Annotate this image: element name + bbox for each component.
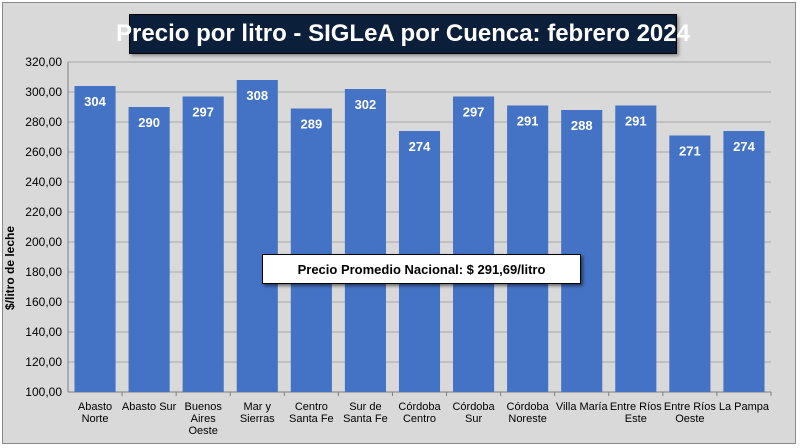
- bar: [128, 107, 170, 392]
- x-tick-label: Córdoba: [507, 401, 550, 413]
- bar: [182, 96, 224, 392]
- x-tick-label: Buenos: [185, 401, 223, 413]
- y-tick-label: 260,00: [25, 145, 62, 159]
- x-tick-label: Abasto Sur: [122, 401, 177, 413]
- data-label: 297: [463, 105, 485, 120]
- y-tick-label: 100,00: [25, 385, 62, 399]
- data-label: 289: [300, 117, 322, 132]
- x-tick-label: Villa María: [556, 401, 609, 413]
- bar: [615, 105, 657, 392]
- y-tick-label: 200,00: [25, 235, 62, 249]
- x-tick-label: Sierras: [240, 413, 275, 425]
- data-label: 297: [192, 105, 214, 120]
- x-tick-label: Norte: [82, 413, 109, 425]
- x-tick-label: Córdoba: [452, 401, 495, 413]
- data-label: 308: [246, 88, 268, 103]
- y-tick-label: 160,00: [25, 295, 62, 309]
- x-tick-label: Sur: [465, 413, 482, 425]
- data-label: 288: [571, 118, 593, 133]
- y-tick-label: 140,00: [25, 325, 62, 339]
- x-tick-label: Sur de: [349, 401, 381, 413]
- y-tick-label: 240,00: [25, 175, 62, 189]
- x-tick-label: Aires: [191, 413, 217, 425]
- x-tick-label: Centro: [403, 413, 436, 425]
- y-tick-label: 320,00: [25, 55, 62, 69]
- x-tick-label: Oeste: [675, 413, 704, 425]
- bar: [453, 96, 495, 392]
- bar: [723, 131, 765, 392]
- x-tick-label: Santa Fe: [343, 413, 388, 425]
- data-label: 302: [355, 97, 377, 112]
- x-tick-label: Entre Ríos: [610, 401, 662, 413]
- bar: [344, 89, 386, 392]
- y-tick-label: 120,00: [25, 355, 62, 369]
- y-tick-label: 220,00: [25, 205, 62, 219]
- x-tick-label: Córdoba: [398, 401, 441, 413]
- x-tick-label: Noreste: [508, 413, 547, 425]
- y-tick-label: 180,00: [25, 265, 62, 279]
- x-tick-label: Santa Fe: [289, 413, 334, 425]
- bar: [669, 135, 711, 392]
- data-label: 271: [679, 144, 701, 159]
- y-tick-label: 300,00: [25, 85, 62, 99]
- bar: [290, 108, 332, 392]
- x-tick-label: Abasto: [78, 401, 112, 413]
- data-label: 291: [625, 114, 647, 129]
- data-label: 274: [409, 139, 431, 154]
- x-tick-label: Entre Ríos: [664, 401, 716, 413]
- data-label: 274: [733, 139, 755, 154]
- bar: [74, 86, 116, 392]
- x-tick-label: Centro: [295, 401, 328, 413]
- bar: [507, 105, 549, 392]
- data-label: 291: [517, 114, 539, 129]
- data-label: 290: [138, 115, 160, 130]
- x-tick-label: Mar y: [244, 401, 272, 413]
- x-tick-label: Oeste: [189, 425, 218, 437]
- chart-title: Precio por litro - SIGLeA por Cuenca: fe…: [116, 14, 690, 54]
- x-tick-label: Este: [625, 413, 647, 425]
- average-price-annotation: Precio Promedio Nacional: $ 291,69/litro: [262, 254, 581, 284]
- bar: [236, 80, 278, 392]
- y-tick-label: 280,00: [25, 115, 62, 129]
- data-label: 304: [84, 94, 106, 109]
- bar: [561, 110, 603, 392]
- x-tick-label: La Pampa: [719, 401, 770, 413]
